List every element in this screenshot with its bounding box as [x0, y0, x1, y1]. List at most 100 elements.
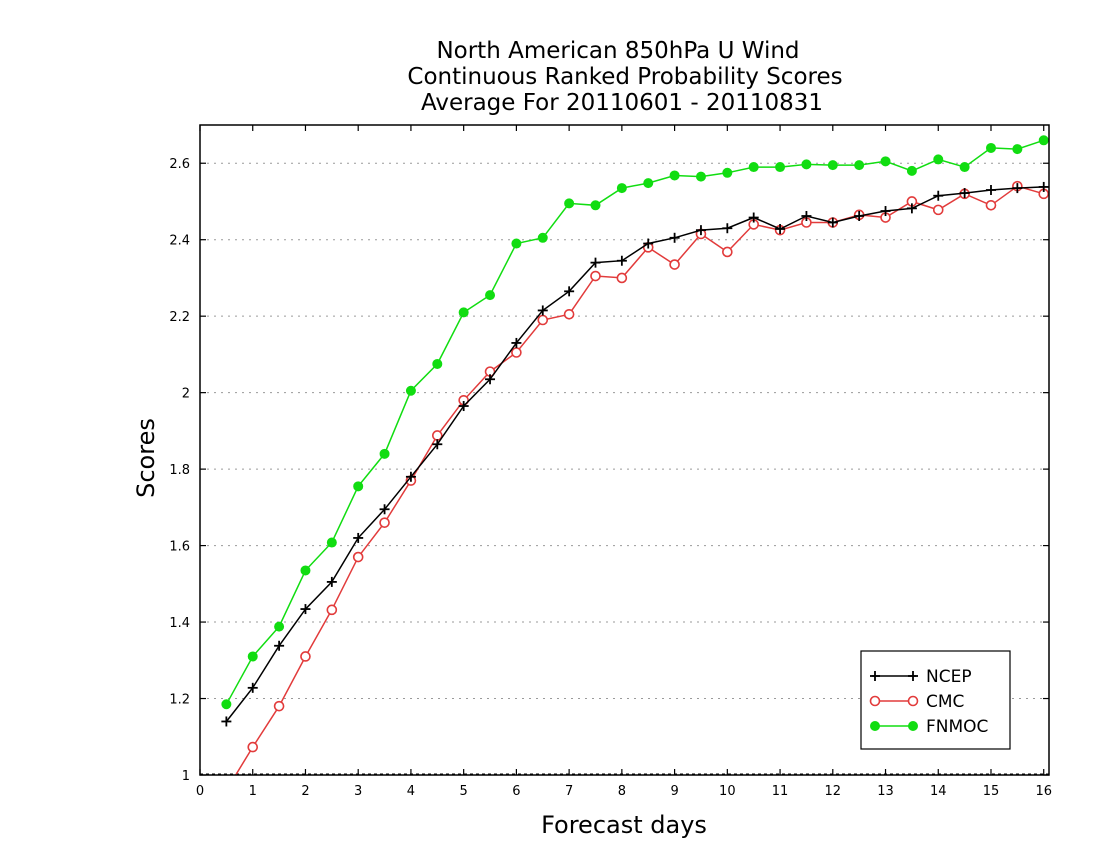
- x-tick-label: 1: [249, 784, 257, 799]
- x-tick-label: 7: [565, 784, 573, 799]
- y-tick-label: 2.2: [169, 310, 190, 325]
- data-point-fnmoc: [985, 142, 996, 153]
- legend-box: [860, 650, 1011, 750]
- data-point-fnmoc: [537, 232, 548, 243]
- data-point-fnmoc: [854, 160, 865, 171]
- data-point-fnmoc: [1038, 135, 1049, 146]
- x-tick-label: 16: [1035, 784, 1052, 799]
- data-point-ncep: [1012, 183, 1023, 194]
- data-point-ncep: [985, 185, 996, 195]
- data-point-fnmoc: [485, 290, 496, 301]
- data-point-fnmoc: [616, 183, 627, 194]
- data-point-fnmoc: [695, 171, 706, 182]
- data-point-cmc: [985, 199, 997, 211]
- series-ncep: [221, 181, 1049, 727]
- data-point-ncep: [564, 286, 575, 297]
- data-point-ncep: [537, 305, 548, 316]
- x-tick-label: 10: [719, 784, 736, 799]
- title-line-1: North American 850hPa U Wind: [436, 38, 799, 64]
- legend-marker-fnmoc: [870, 721, 880, 731]
- data-point-ncep: [616, 255, 627, 266]
- y-tick-label: 1.4: [169, 616, 190, 631]
- data-point-cmc: [537, 314, 549, 326]
- y-axis-label: Scores: [132, 418, 160, 498]
- data-point-ncep: [247, 682, 258, 693]
- data-point-fnmoc: [880, 156, 891, 167]
- y-tick-label: 2.4: [169, 234, 190, 249]
- legend: NCEP CMC FNMOC: [860, 650, 1011, 750]
- data-point-fnmoc: [590, 200, 601, 211]
- series-line-fnmoc: [225, 139, 1044, 705]
- data-point-fnmoc: [827, 160, 838, 171]
- data-point-ncep: [643, 238, 654, 249]
- data-point-fnmoc: [379, 448, 390, 459]
- data-point-cmc: [326, 604, 338, 616]
- data-point-ncep: [854, 211, 865, 221]
- data-point-fnmoc: [933, 154, 944, 165]
- y-tick-label: 1.2: [169, 693, 190, 708]
- x-tick-label: 2: [301, 784, 309, 799]
- data-point-fnmoc: [564, 198, 575, 209]
- gridlines: [200, 162, 1049, 775]
- series-layer: [221, 135, 1049, 775]
- x-tick-label: 9: [670, 784, 678, 799]
- data-point-fnmoc: [906, 165, 917, 176]
- x-tick-label: 15: [983, 784, 1000, 799]
- legend-marker-ncep: [908, 671, 918, 681]
- data-point-ncep: [775, 224, 786, 234]
- data-point-cmc: [616, 272, 628, 284]
- y-tick-label: 2: [182, 387, 190, 402]
- data-point-ncep: [933, 190, 944, 201]
- data-point-ncep: [485, 374, 496, 385]
- data-point-cmc: [379, 517, 390, 528]
- data-point-ncep: [511, 337, 522, 348]
- y-tick-label: 1.8: [169, 463, 190, 478]
- data-point-fnmoc: [511, 238, 522, 249]
- data-point-ncep: [300, 604, 311, 615]
- data-point-fnmoc: [432, 358, 443, 369]
- data-point-ncep: [906, 203, 917, 214]
- plot-frame: [199, 124, 1050, 776]
- data-point-cmc: [563, 308, 575, 320]
- data-point-ncep: [748, 212, 759, 223]
- data-point-fnmoc: [300, 565, 311, 576]
- title-line-3: Average For 20110601 - 20110831: [421, 90, 823, 116]
- series-fnmoc: [221, 135, 1049, 710]
- data-point-cmc: [247, 741, 259, 753]
- legend-marker-cmc: [907, 695, 919, 707]
- data-point-ncep: [326, 576, 337, 587]
- data-point-ncep: [959, 188, 970, 199]
- data-point-cmc: [352, 551, 364, 563]
- data-point-fnmoc: [748, 162, 759, 173]
- x-tick-label: 11: [772, 784, 789, 799]
- x-tick-label: 14: [930, 784, 947, 799]
- data-point-cmc: [722, 246, 733, 258]
- data-point-fnmoc: [405, 385, 416, 396]
- data-point-ncep: [827, 217, 838, 228]
- x-tick-label: 4: [407, 784, 415, 799]
- data-point-cmc: [590, 270, 601, 282]
- data-point-fnmoc: [643, 178, 654, 189]
- x-tick-label: 12: [825, 784, 842, 799]
- x-tick-label: 8: [618, 784, 626, 799]
- data-point-fnmoc: [722, 167, 733, 178]
- data-point-fnmoc: [801, 159, 812, 170]
- data-point-cmc: [511, 347, 522, 358]
- legend-marker-fnmoc: [908, 721, 918, 731]
- data-point-ncep: [669, 232, 680, 243]
- data-point-cmc: [300, 651, 311, 662]
- data-point-fnmoc: [353, 481, 364, 492]
- title-line-2: Continuous Ranked Probability Scores: [407, 64, 842, 90]
- y-axis: 1 1.2 1.4 1.6 1.8 2 2.2 2.4 2.6: [169, 157, 1049, 784]
- data-point-ncep: [880, 206, 891, 217]
- x-tick-label: 13: [877, 784, 894, 799]
- data-point-fnmoc: [669, 170, 680, 181]
- y-tick-label: 1.6: [169, 540, 190, 555]
- data-point-fnmoc: [326, 537, 337, 548]
- legend-marker-cmc: [869, 695, 881, 707]
- data-point-cmc: [273, 700, 285, 712]
- data-point-fnmoc: [274, 621, 285, 632]
- data-point-cmc: [932, 204, 944, 216]
- series-line-ncep: [225, 186, 1044, 722]
